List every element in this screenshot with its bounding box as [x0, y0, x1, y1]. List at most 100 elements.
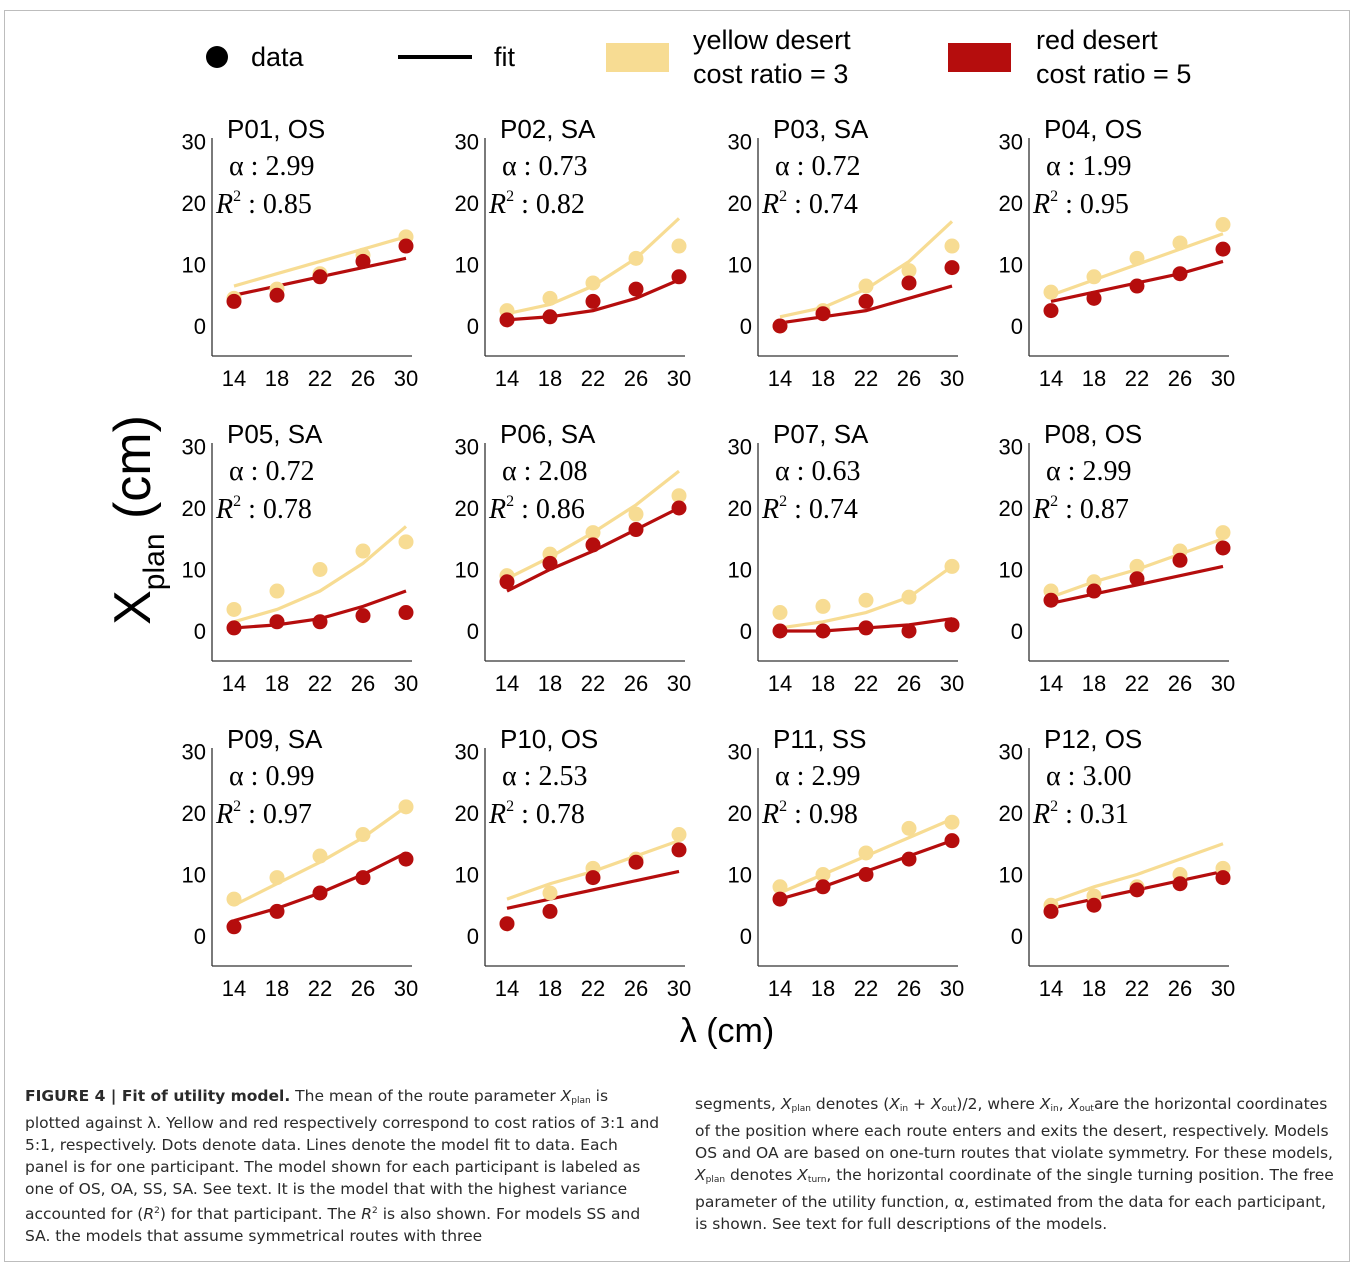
red-data-point: [815, 879, 831, 895]
yellow-fit-line: [779, 565, 953, 630]
yellow-data-point: [772, 605, 788, 621]
panel: 0 10 20 30 14 18 22 26 30 P04, OS α : 1.99 R2 : 0.9…: [999, 114, 1236, 391]
red-data-point: [398, 851, 414, 867]
y-tick-label: 10: [455, 253, 479, 278]
y-tick-label: 10: [999, 253, 1023, 278]
red-data-point: [671, 500, 687, 516]
panel: 0 10 20 30 14 18 22 26 30 P02, SA α : 0.73 R2 : 0.8…: [455, 114, 692, 391]
y-tick-label: 0: [1011, 619, 1023, 644]
y-tick-label: 10: [728, 253, 752, 278]
panels: 0 10 20 30 14 18 22 26 30 P01, OS α : 2.99 R2 : 0.8…: [182, 114, 1236, 1001]
x-tick-label: 30: [940, 976, 964, 1001]
panel-title: P12, OS: [1044, 724, 1142, 754]
x-tick-label: 18: [1082, 671, 1106, 696]
x-tick-label: 22: [854, 671, 878, 696]
yellow-data-point: [772, 879, 788, 895]
x-tick-label: 18: [811, 671, 835, 696]
red-data-point: [499, 574, 515, 590]
yellow-data-point: [1086, 269, 1102, 285]
y-tick-label: 0: [740, 924, 752, 949]
y-tick-label: 0: [467, 924, 479, 949]
yellow-fit-line: [233, 525, 408, 624]
y-axis-label-unit: (cm): [104, 415, 162, 533]
red-fit-line: [779, 284, 953, 325]
yellow-data-point: [944, 558, 960, 574]
yellow-data-point: [226, 601, 242, 617]
red-data-point: [944, 617, 960, 633]
x-tick-label: 18: [265, 366, 289, 391]
red-data-point: [312, 269, 328, 285]
x-tick-label: 18: [1082, 976, 1106, 1001]
yellow-data-point: [901, 263, 917, 279]
y-tick-label: 20: [999, 191, 1023, 216]
yellow-fit-line: [233, 235, 407, 288]
panel-alpha: α : 0.72: [229, 456, 314, 487]
panel-r2: R2 : 0.98: [761, 798, 858, 830]
red-data-point: [355, 608, 371, 624]
red-data-point: [269, 614, 285, 630]
x-tick-label: 22: [854, 366, 878, 391]
x-tick-label: 26: [351, 366, 375, 391]
red-data-point: [901, 851, 917, 867]
yellow-data-point: [312, 562, 328, 577]
x-tick-label: 30: [667, 671, 691, 696]
y-tick-label: 30: [999, 435, 1023, 460]
panel: 0 10 20 30 14 18 22 26 30 P07, SA α : 0.63 R2 : 0.7…: [728, 419, 965, 696]
x-tick-label: 22: [1125, 976, 1149, 1001]
y-tick-label: 20: [455, 801, 479, 826]
red-data-point: [1215, 241, 1231, 257]
yellow-data-point: [226, 891, 242, 907]
red-data-point: [815, 623, 831, 639]
y-tick-label: 30: [455, 435, 479, 460]
panel: 0 10 20 30 14 18 22 26 30 P03, SA α : 0.72 R2 : 0.7…: [728, 114, 965, 391]
x-tick-label: 14: [222, 976, 246, 1001]
x-tick-label: 14: [768, 366, 792, 391]
x-tick-label: 26: [624, 671, 648, 696]
panel-r2: R2 : 0.78: [215, 493, 312, 525]
y-tick-label: 30: [182, 130, 206, 155]
legend-yellow-swatch: [606, 43, 669, 72]
y-tick-label: 20: [455, 191, 479, 216]
yellow-data-point: [269, 870, 285, 886]
panel-r2: R2 : 0.97: [215, 798, 312, 830]
red-data-point: [772, 623, 788, 639]
red-data-point: [585, 870, 601, 886]
x-tick-label: 30: [940, 366, 964, 391]
red-data-point: [542, 903, 558, 919]
panel-r2: R2 : 0.82: [488, 188, 585, 220]
legend-red-label-2: cost ratio = 5: [1036, 59, 1191, 89]
red-data-point: [355, 870, 371, 886]
yellow-data-point: [628, 250, 644, 266]
x-tick-label: 18: [538, 671, 562, 696]
yellow-data-point: [542, 290, 558, 306]
red-data-point: [269, 903, 285, 919]
yellow-data-point: [1172, 235, 1188, 251]
legend-data-label: data: [251, 42, 305, 72]
panel-r2: R2 : 0.95: [1032, 188, 1129, 220]
x-tick-label: 22: [854, 976, 878, 1001]
red-data-point: [398, 605, 414, 621]
x-tick-label: 30: [394, 976, 418, 1001]
yellow-data-point: [901, 820, 917, 836]
red-data-point: [226, 620, 242, 636]
red-data-point: [628, 281, 644, 297]
x-tick-label: 26: [1168, 976, 1192, 1001]
panel-title: P05, SA: [227, 419, 323, 449]
x-tick-label: 18: [538, 366, 562, 391]
red-data-point: [499, 312, 515, 328]
x-tick-label: 22: [308, 671, 332, 696]
red-data-point: [542, 309, 558, 325]
y-tick-label: 10: [455, 558, 479, 583]
y-tick-label: 20: [182, 191, 206, 216]
x-tick-label: 22: [308, 366, 332, 391]
yellow-data-point: [944, 238, 960, 254]
red-data-point: [1086, 583, 1102, 599]
legend-red-swatch: [948, 43, 1011, 72]
panel-alpha: α : 2.53: [502, 761, 587, 792]
red-data-point: [398, 238, 414, 254]
x-tick-label: 14: [1039, 976, 1063, 1001]
x-tick-label: 30: [940, 671, 964, 696]
panel-title: P04, OS: [1044, 114, 1142, 144]
x-tick-label: 30: [394, 366, 418, 391]
red-data-point: [1129, 882, 1145, 898]
